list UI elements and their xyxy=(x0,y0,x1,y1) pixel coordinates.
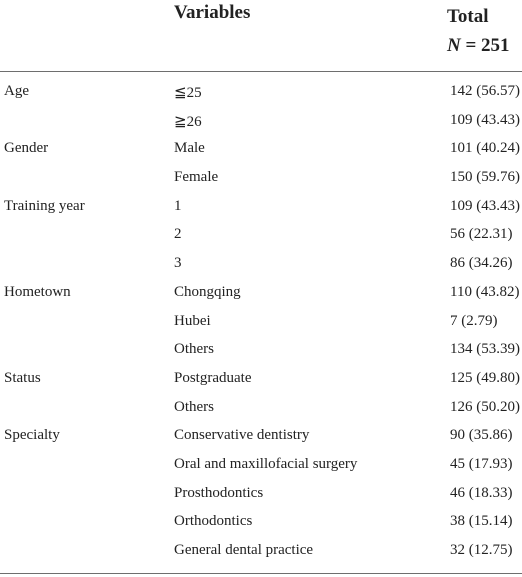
row-category: ≦25 xyxy=(174,85,202,101)
row-value: 86 (34.26) xyxy=(450,255,513,272)
row-value: 110 (43.82) xyxy=(450,283,520,300)
row-value: 32 (12.75) xyxy=(450,542,513,558)
table-row: Training year 1 109 (43.43) xyxy=(0,192,522,221)
row-category: Oral and maxillofacial surgery xyxy=(174,455,358,472)
row-value: 125 (49.80) xyxy=(450,369,520,386)
row-value: 134 (53.39) xyxy=(450,341,520,358)
row-group-label: Age xyxy=(4,83,29,99)
table-row: 2 56 (22.31) xyxy=(0,220,522,249)
table-row: ≧26 109 (43.43) xyxy=(0,106,522,135)
row-value: 109 (43.43) xyxy=(450,111,520,128)
row-category: Male xyxy=(174,140,205,157)
row-value: 150 (59.76) xyxy=(450,169,520,186)
row-category: Others xyxy=(174,398,214,415)
table-row: Others 134 (53.39) xyxy=(0,335,522,364)
header-n-count: N = 251 xyxy=(447,31,510,60)
header-n-value: = 251 xyxy=(460,35,510,56)
table-row: Female 150 (59.76) xyxy=(0,163,522,192)
row-value: 45 (17.93) xyxy=(450,455,513,472)
row-category: Postgraduate xyxy=(174,369,252,386)
table-row: Hubei 7 (2.79) xyxy=(0,307,522,336)
table-row: Oral and maxillofacial surgery 45 (17.93… xyxy=(0,450,522,479)
header-rule xyxy=(0,71,522,72)
row-value: 90 (35.86) xyxy=(450,427,513,444)
table-row: 3 86 (34.26) xyxy=(0,249,522,278)
table-row: Status Postgraduate 125 (49.80) xyxy=(0,364,522,393)
table-row: Prosthodontics 46 (18.33) xyxy=(0,479,522,508)
row-category: 2 xyxy=(174,226,182,243)
row-category: Others xyxy=(174,341,214,358)
row-category: Female xyxy=(174,169,219,186)
table-row: Hometown Chongqing 110 (43.82) xyxy=(0,278,522,307)
table-body: Age ≦25 142 (56.57) ≧26 109 (43.43) Gend… xyxy=(0,77,522,565)
header-variables: Variables xyxy=(174,2,251,23)
row-category: Orthodontics xyxy=(174,513,253,530)
table-row: Specialty Conservative dentistry 90 (35.… xyxy=(0,421,522,450)
row-category: 3 xyxy=(174,255,182,272)
row-group-label: Gender xyxy=(4,140,49,157)
table-row: General dental practice 32 (12.75) xyxy=(0,536,522,565)
row-value: 7 (2.79) xyxy=(450,312,498,329)
row-value: 142 (56.57) xyxy=(450,83,520,99)
row-group-label: Training year xyxy=(4,197,85,214)
table-row: Gender Male 101 (40.24) xyxy=(0,134,522,163)
row-value: 101 (40.24) xyxy=(450,140,520,157)
row-category: Chongqing xyxy=(174,283,241,300)
row-category: General dental practice xyxy=(174,542,314,558)
row-value: 56 (22.31) xyxy=(450,226,513,243)
row-category: Conservative dentistry xyxy=(174,427,310,444)
table-row: Orthodontics 38 (15.14) xyxy=(0,507,522,536)
row-group-label: Hometown xyxy=(4,283,71,300)
row-group-label: Status xyxy=(4,369,41,386)
header-total-label: Total xyxy=(447,6,489,27)
row-value: 126 (50.20) xyxy=(450,398,520,415)
row-group-label: Specialty xyxy=(4,427,60,444)
row-value: 46 (18.33) xyxy=(450,484,513,501)
row-category: Hubei xyxy=(174,312,211,329)
row-category: 1 xyxy=(174,197,182,214)
footer-rule xyxy=(0,573,522,574)
row-value: 109 (43.43) xyxy=(450,197,520,214)
table-row: Others 126 (50.20) xyxy=(0,393,522,422)
table-header: Variables Total N = 251 xyxy=(0,0,522,70)
row-value: 38 (15.14) xyxy=(450,513,513,530)
header-n-symbol: N xyxy=(447,35,461,56)
table-row: Age ≦25 142 (56.57) xyxy=(0,77,522,106)
header-total: Total N = 251 xyxy=(447,2,510,60)
row-category: Prosthodontics xyxy=(174,484,264,501)
row-category: ≧26 xyxy=(174,113,202,130)
